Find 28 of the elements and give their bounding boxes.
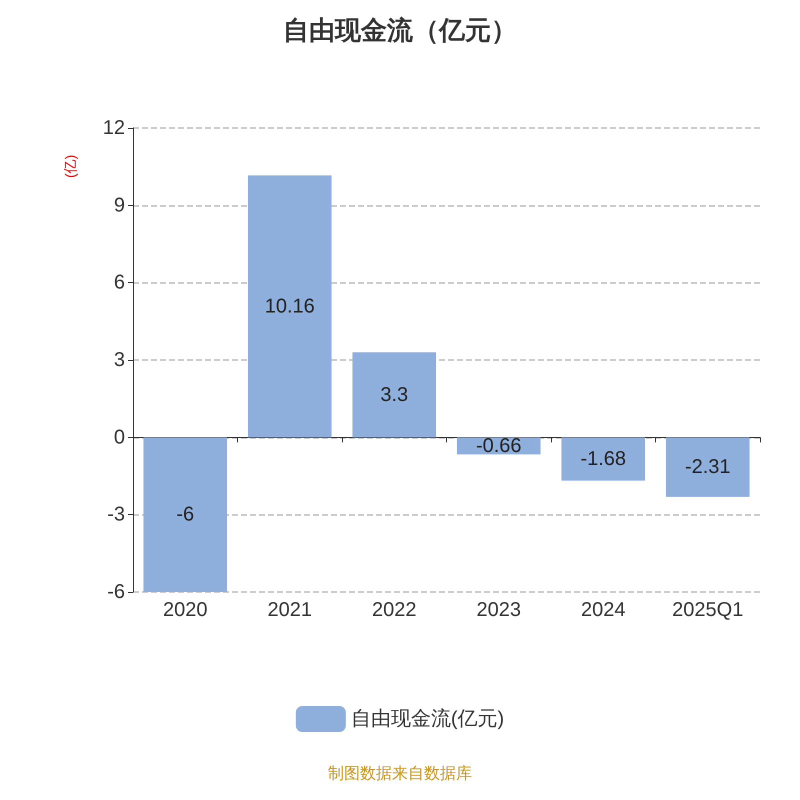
bar bbox=[561, 437, 646, 481]
y-tick-label: 6 bbox=[114, 272, 125, 294]
x-tick-label: 2021 bbox=[268, 599, 312, 621]
x-tick-label: 2022 bbox=[372, 599, 416, 621]
bar bbox=[352, 352, 436, 438]
y-tick-label: 9 bbox=[114, 194, 125, 216]
bar bbox=[248, 175, 332, 438]
y-tick-label: -3 bbox=[107, 504, 125, 526]
data-label: 10.16 bbox=[264, 295, 315, 318]
data-label: -6 bbox=[176, 504, 194, 526]
data-label: -0.66 bbox=[476, 434, 522, 457]
y-tick-label: 3 bbox=[114, 349, 125, 371]
y-axis-title: (亿) bbox=[62, 154, 78, 178]
data-label: -2.31 bbox=[684, 456, 731, 478]
chart-title: 自由现金流（亿元） bbox=[283, 15, 517, 45]
bar bbox=[666, 437, 750, 497]
bar bbox=[143, 437, 228, 592]
y-tick-label: -6 bbox=[107, 581, 125, 603]
x-tick-label: 2020 bbox=[163, 599, 208, 621]
data-label: 3.3 bbox=[380, 384, 408, 406]
data-label: -1.68 bbox=[580, 448, 626, 470]
y-tick-label: 0 bbox=[114, 426, 125, 448]
text: 制图数据来自数据库 bbox=[328, 764, 472, 782]
y-tick-label: 12 bbox=[102, 117, 125, 139]
x-tick-label: 2025Q1 bbox=[672, 599, 744, 621]
x-tick-label: 2023 bbox=[476, 599, 521, 621]
x-tick-label: 2024 bbox=[581, 599, 626, 621]
legend-label: 自由现金流(亿元) bbox=[350, 708, 504, 730]
